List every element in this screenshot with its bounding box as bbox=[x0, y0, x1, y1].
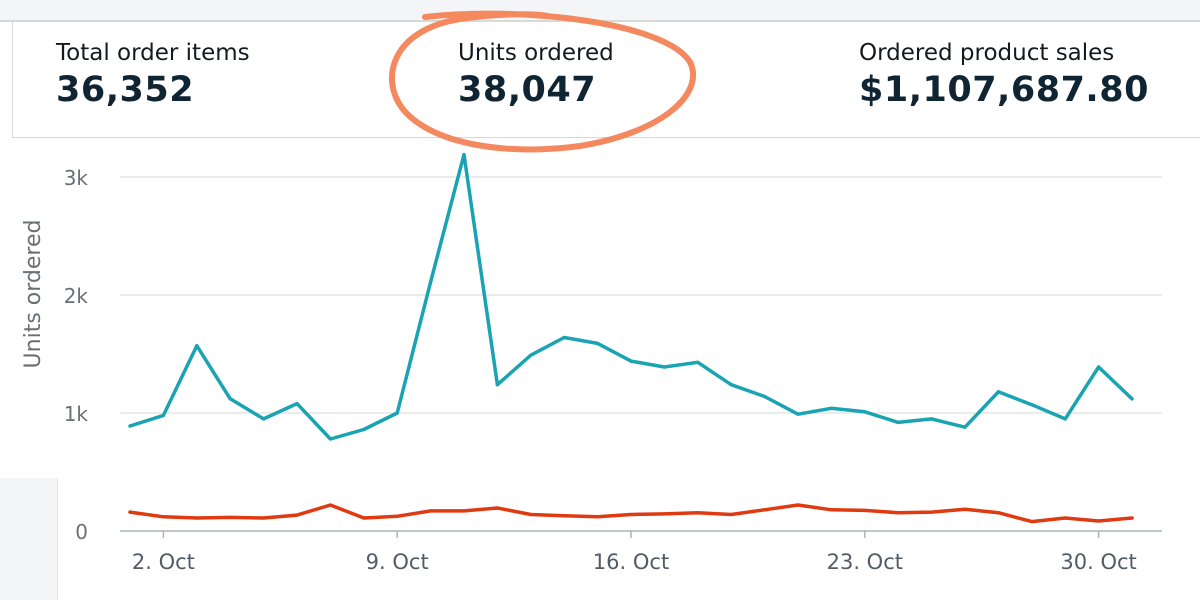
data-point bbox=[228, 515, 232, 520]
series-line-0 bbox=[128, 152, 1134, 441]
data-point bbox=[896, 420, 900, 425]
data-point bbox=[262, 516, 266, 520]
data-point bbox=[395, 514, 399, 518]
data-point bbox=[462, 152, 466, 157]
data-point bbox=[596, 515, 600, 519]
data-point bbox=[429, 280, 433, 284]
data-point bbox=[128, 510, 132, 514]
data-point bbox=[863, 508, 867, 512]
data-point bbox=[1030, 403, 1034, 407]
data-point bbox=[1130, 397, 1134, 401]
data-point bbox=[228, 397, 232, 401]
data-point bbox=[729, 512, 733, 517]
data-point bbox=[662, 365, 667, 369]
y-tick-label: 0 bbox=[75, 520, 88, 544]
data-point bbox=[1097, 365, 1101, 369]
data-point bbox=[462, 509, 466, 513]
data-point bbox=[429, 509, 433, 513]
data-point bbox=[763, 394, 767, 399]
data-point bbox=[328, 503, 332, 507]
data-point bbox=[662, 512, 667, 516]
data-point bbox=[863, 410, 867, 414]
data-point bbox=[629, 512, 633, 517]
data-point bbox=[696, 511, 700, 515]
data-point bbox=[562, 335, 566, 340]
data-point bbox=[729, 383, 733, 387]
metric-value: $1,107,687.80 bbox=[859, 70, 1149, 110]
data-point bbox=[529, 353, 533, 357]
grid-lines bbox=[120, 176, 1162, 414]
x-tick-label: 30. Oct bbox=[1060, 550, 1136, 574]
y-tick-label: 2k bbox=[64, 284, 89, 308]
data-point bbox=[1063, 417, 1067, 421]
data-point bbox=[262, 417, 266, 421]
data-point bbox=[1063, 516, 1067, 520]
data-point bbox=[128, 424, 132, 428]
data-point bbox=[1097, 519, 1101, 523]
x-tick-label: 23. Oct bbox=[827, 550, 903, 574]
data-point bbox=[195, 516, 199, 520]
data-point bbox=[328, 437, 332, 441]
data-point bbox=[529, 512, 533, 517]
data-point bbox=[696, 360, 700, 364]
metric-total-order-items[interactable]: Total order items 36,352 bbox=[56, 40, 250, 110]
metric-value: 36,352 bbox=[56, 70, 195, 110]
y-axis-title: Units ordered bbox=[21, 220, 46, 369]
side-panel-edge bbox=[0, 478, 58, 600]
data-point bbox=[930, 510, 934, 514]
data-point bbox=[495, 506, 499, 510]
metric-label: Ordered product sales bbox=[859, 40, 1115, 66]
data-point bbox=[963, 507, 967, 511]
data-point bbox=[295, 401, 299, 406]
data-point bbox=[763, 508, 767, 512]
data-point bbox=[161, 515, 165, 519]
data-point bbox=[963, 425, 967, 429]
data-point bbox=[562, 514, 566, 518]
data-point bbox=[362, 427, 366, 432]
y-tick-label: 1k bbox=[64, 402, 89, 426]
data-point bbox=[930, 417, 934, 421]
data-point bbox=[996, 390, 1001, 394]
data-point bbox=[295, 513, 299, 517]
data-point bbox=[596, 341, 600, 345]
data-point bbox=[896, 511, 900, 515]
metric-label: Total order items bbox=[56, 40, 250, 66]
data-point bbox=[829, 406, 834, 410]
data-point bbox=[362, 516, 366, 520]
x-tick-label: 16. Oct bbox=[593, 550, 669, 574]
data-point bbox=[395, 411, 399, 415]
data-point bbox=[829, 508, 834, 512]
axes: 0 1k 2k 3k 2. Oct 9. Oct 16. Oct 23. Oct 30. Oct bbox=[64, 166, 1162, 574]
series-lines bbox=[128, 152, 1134, 524]
metric-ordered-product-sales[interactable]: Ordered product sales $1,107,687.80 bbox=[859, 40, 1149, 110]
data-point bbox=[996, 511, 1001, 515]
y-tick-label: 3k bbox=[64, 166, 89, 190]
data-point bbox=[1030, 519, 1034, 524]
x-tick-label: 9. Oct bbox=[366, 550, 429, 574]
data-point bbox=[161, 413, 165, 417]
data-point bbox=[796, 503, 800, 507]
data-point bbox=[195, 344, 199, 348]
x-tick-label: 2. Oct bbox=[132, 550, 195, 574]
data-point bbox=[1130, 516, 1134, 520]
data-point bbox=[629, 359, 633, 363]
data-point bbox=[495, 383, 499, 387]
data-point bbox=[796, 412, 800, 416]
